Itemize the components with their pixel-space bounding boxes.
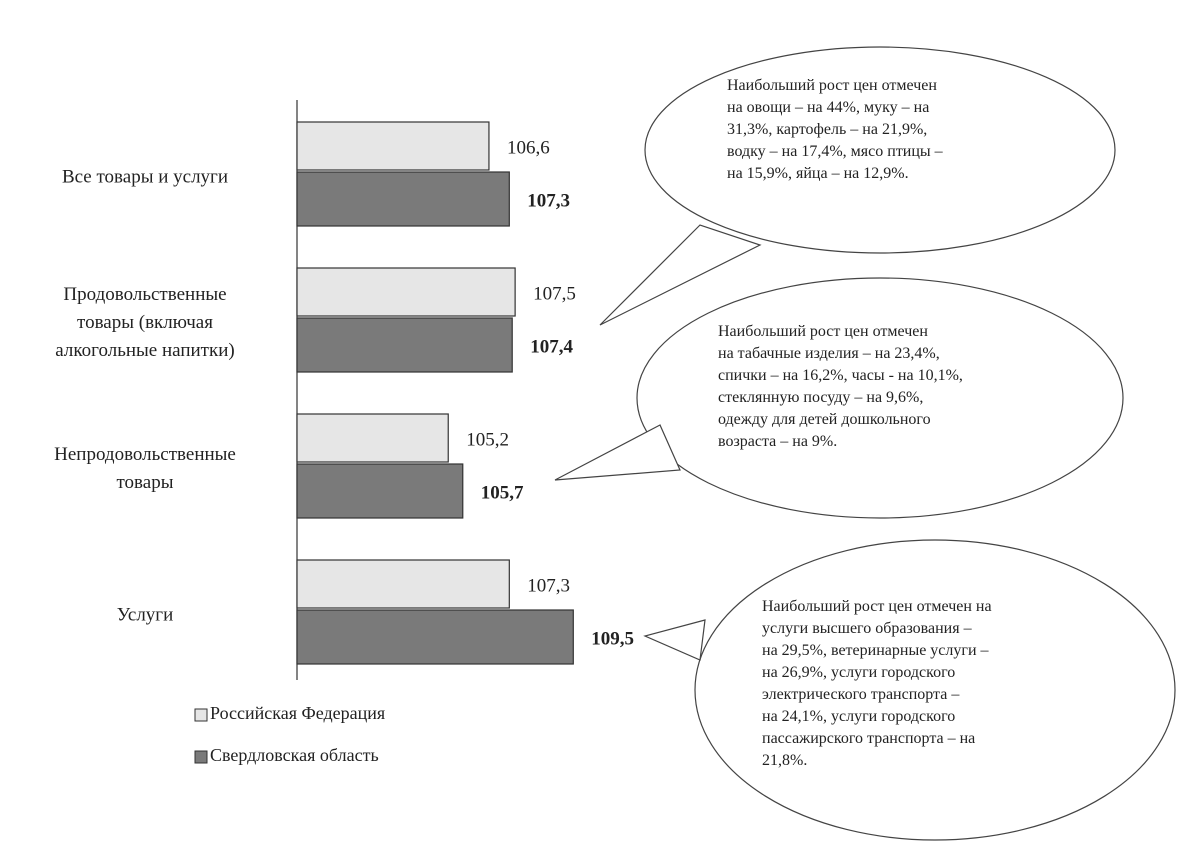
callout-tail: [599, 224, 762, 326]
annotation: Наибольший рост цен отмечен на овощи – на…: [727, 77, 944, 182]
bar: [296, 559, 510, 609]
callout-bubble: [636, 277, 1124, 519]
bar: [296, 121, 490, 171]
callout-bubble: [694, 539, 1176, 841]
bar: [296, 463, 464, 519]
legend-label: Свердловская область: [210, 745, 379, 765]
bar: [296, 413, 449, 463]
callout-bubble: [644, 46, 1116, 254]
value-label: 105,2: [466, 429, 509, 450]
bar: [296, 609, 574, 665]
category-label: Непродовольственные товары: [54, 444, 236, 493]
value-label: 109,5: [591, 628, 634, 649]
bar: [296, 171, 510, 227]
callouts: [554, 46, 1176, 841]
value-label: 107,5: [533, 283, 576, 304]
bar: [296, 317, 513, 373]
callout-tail: [554, 424, 681, 481]
value-label: 107,3: [527, 575, 570, 596]
value-label: 106,6: [507, 137, 550, 158]
annotation: Наибольший рост цен отмечен на табачные и…: [718, 323, 963, 450]
category-label: Услуги: [117, 604, 174, 625]
annotation: Наибольший рост цен отмечен на услуги выс…: [762, 598, 992, 769]
value-label: 105,7: [481, 482, 524, 503]
value-label: 107,4: [530, 336, 573, 357]
legend-label: Российская Федерация: [210, 703, 385, 723]
legend-swatch: [194, 708, 208, 722]
callout-tail: [643, 619, 706, 661]
value-label: 107,3: [527, 190, 570, 211]
legend-swatch: [194, 750, 208, 764]
category-label: Все товары и услуги: [62, 166, 228, 187]
bar: [296, 267, 516, 317]
category-label: Продовольственные товары (включая алкоголь…: [55, 284, 234, 361]
